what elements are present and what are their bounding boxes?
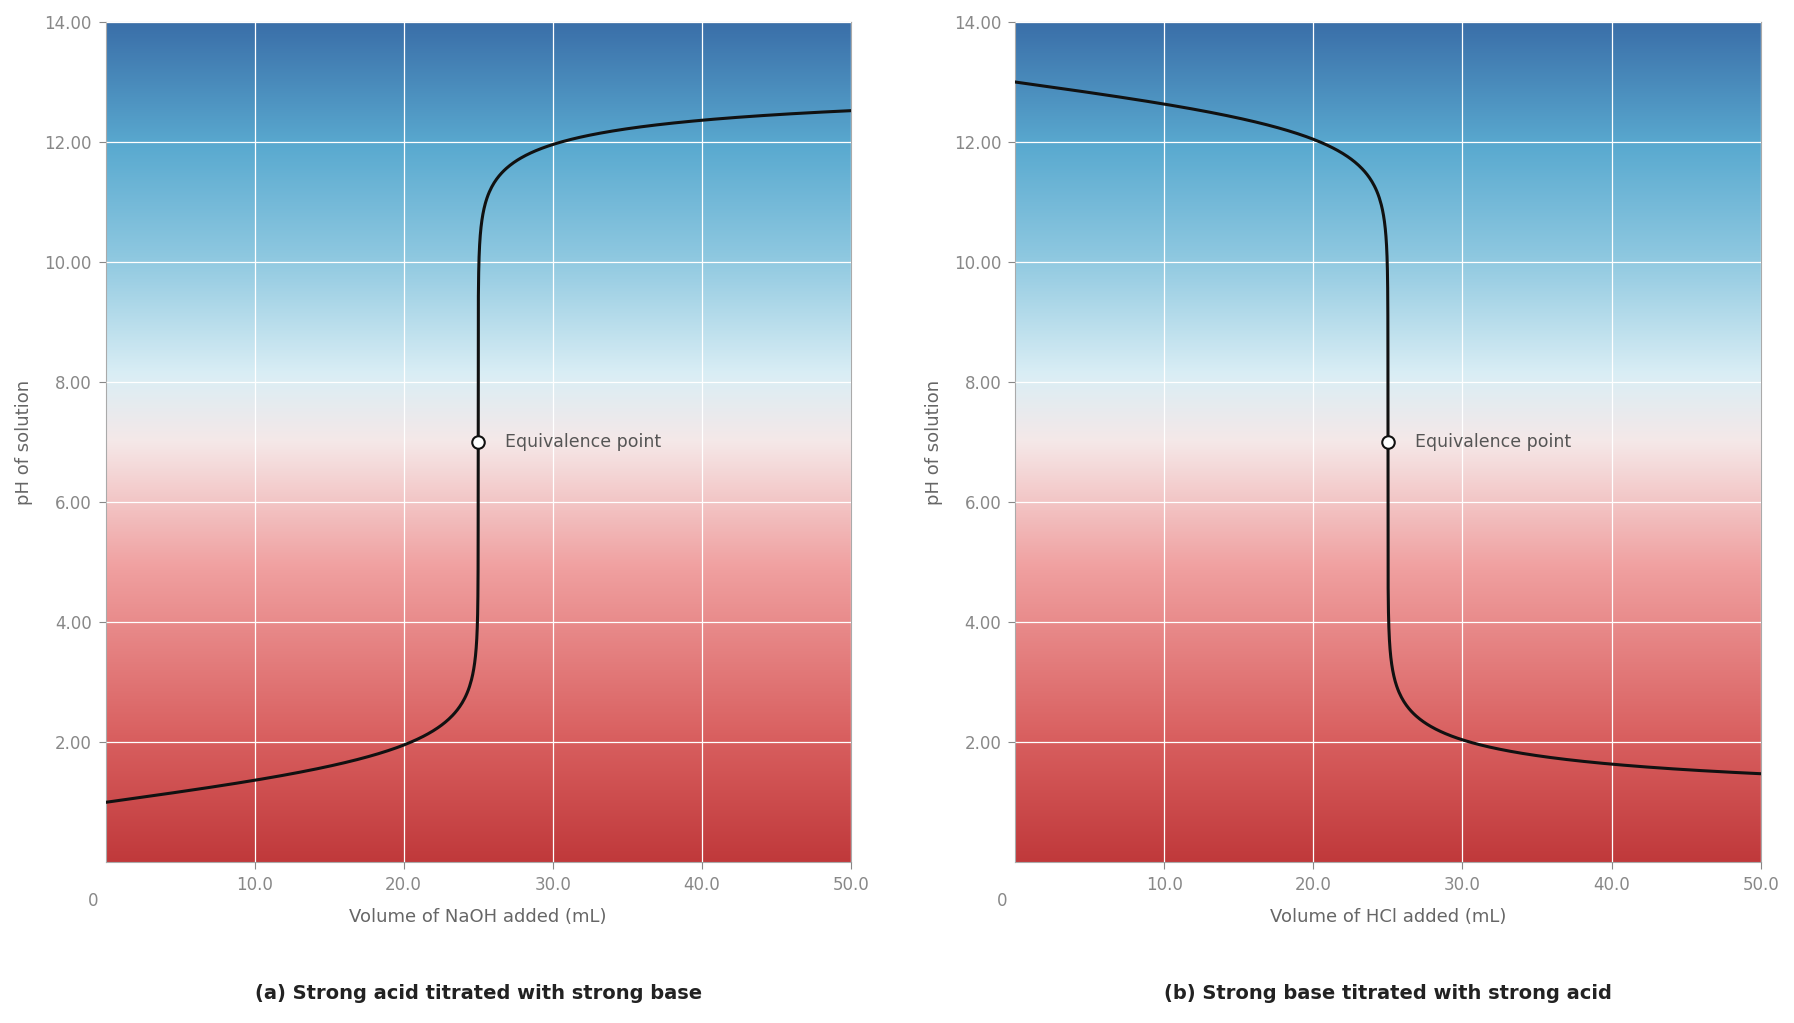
- X-axis label: Volume of HCl added (mL): Volume of HCl added (mL): [1270, 908, 1507, 926]
- Text: Equivalence point: Equivalence point: [1415, 433, 1572, 451]
- Text: Equivalence point: Equivalence point: [504, 433, 662, 451]
- Text: 0: 0: [88, 892, 99, 910]
- Text: (a) Strong acid titrated with strong base: (a) Strong acid titrated with strong bas…: [255, 983, 701, 1003]
- X-axis label: Volume of NaOH added (mL): Volume of NaOH added (mL): [350, 908, 606, 926]
- Text: 0: 0: [997, 892, 1008, 910]
- Text: (b) Strong base titrated with strong acid: (b) Strong base titrated with strong aci…: [1164, 983, 1611, 1003]
- Y-axis label: pH of solution: pH of solution: [924, 380, 944, 504]
- Y-axis label: pH of solution: pH of solution: [14, 380, 32, 504]
